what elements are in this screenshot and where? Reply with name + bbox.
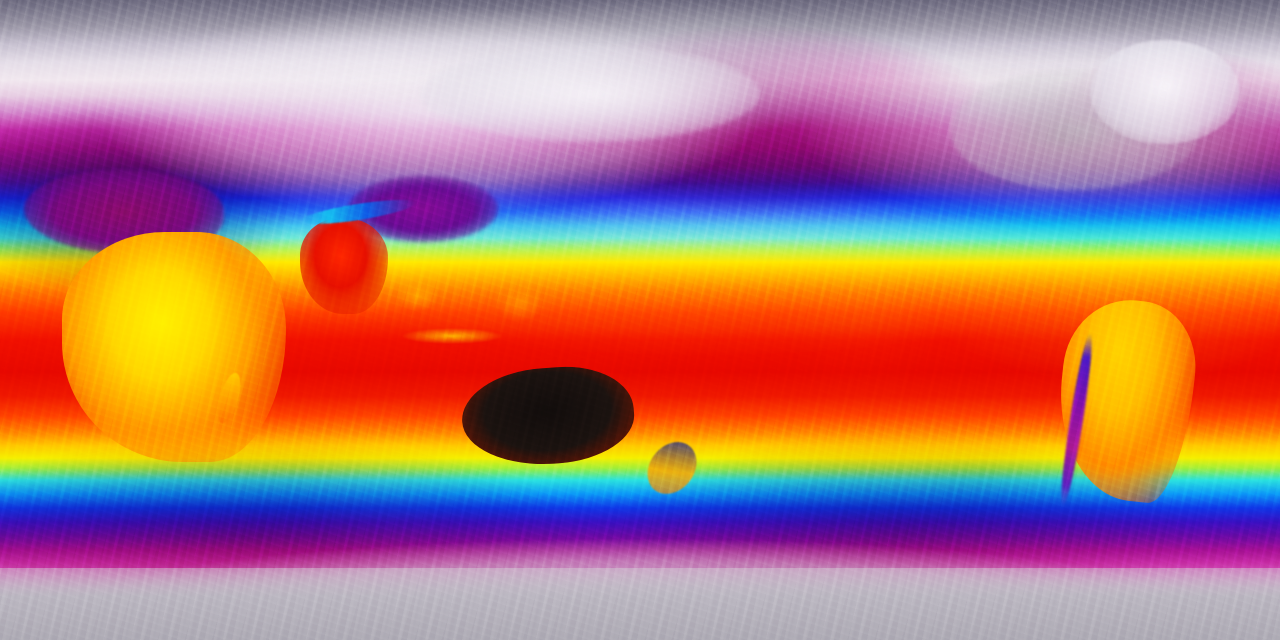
region-siberia-snowfield xyxy=(420,46,760,142)
region-maritime-continent xyxy=(392,280,592,366)
region-antarctica xyxy=(0,568,1280,640)
region-indian-subcontinent xyxy=(300,218,388,314)
region-africa xyxy=(62,232,286,462)
region-greenland xyxy=(1090,40,1240,144)
